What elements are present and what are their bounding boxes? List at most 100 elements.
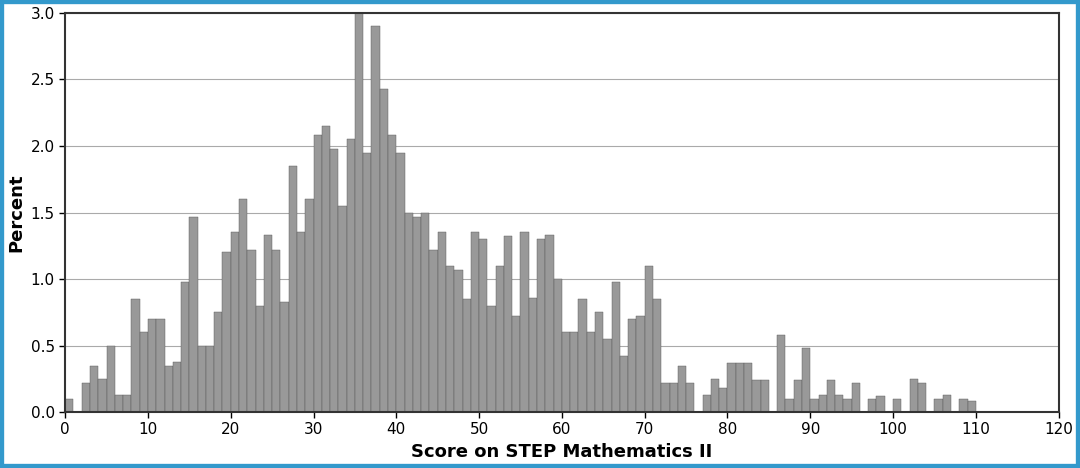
Bar xyxy=(645,266,653,412)
Bar xyxy=(65,399,73,412)
Bar xyxy=(272,250,281,412)
Bar xyxy=(819,395,827,412)
Bar xyxy=(206,345,214,412)
Bar xyxy=(164,366,173,412)
Bar xyxy=(413,217,421,412)
Bar xyxy=(198,345,206,412)
Bar xyxy=(82,383,90,412)
Bar xyxy=(802,348,810,412)
Bar xyxy=(968,402,976,412)
Bar xyxy=(306,199,313,412)
Bar xyxy=(189,217,198,412)
Bar xyxy=(487,306,496,412)
Bar xyxy=(943,395,951,412)
Bar xyxy=(670,383,678,412)
Bar xyxy=(90,366,98,412)
Bar xyxy=(256,306,264,412)
Bar xyxy=(521,233,529,412)
Bar xyxy=(496,266,504,412)
Bar xyxy=(545,235,554,412)
Bar xyxy=(222,252,231,412)
Bar xyxy=(338,206,347,412)
Bar xyxy=(611,282,620,412)
Bar xyxy=(107,345,114,412)
Bar xyxy=(363,153,372,412)
Bar xyxy=(421,212,430,412)
Bar xyxy=(636,316,645,412)
Bar xyxy=(114,395,123,412)
Bar xyxy=(313,135,322,412)
Bar xyxy=(728,363,735,412)
Bar xyxy=(405,212,413,412)
Bar xyxy=(372,26,380,412)
Bar xyxy=(586,332,595,412)
Bar xyxy=(570,332,579,412)
Bar xyxy=(760,380,769,412)
Bar xyxy=(455,270,462,412)
Bar xyxy=(98,379,107,412)
Bar xyxy=(437,233,446,412)
Bar xyxy=(330,149,338,412)
Bar xyxy=(157,319,164,412)
Bar xyxy=(430,250,437,412)
Bar xyxy=(620,356,629,412)
Bar xyxy=(355,13,363,412)
Bar xyxy=(1058,399,1067,412)
Bar xyxy=(123,395,132,412)
Bar xyxy=(173,361,181,412)
Bar xyxy=(504,236,512,412)
Bar xyxy=(678,366,686,412)
Bar xyxy=(827,380,835,412)
Bar xyxy=(753,380,760,412)
Bar xyxy=(380,89,388,412)
Bar xyxy=(719,388,728,412)
Bar xyxy=(181,282,189,412)
Bar xyxy=(579,299,586,412)
Bar xyxy=(703,395,711,412)
Bar xyxy=(778,335,785,412)
Bar xyxy=(446,266,455,412)
Bar xyxy=(264,235,272,412)
Bar xyxy=(281,302,288,412)
Bar xyxy=(288,166,297,412)
Bar xyxy=(934,399,943,412)
Bar xyxy=(918,383,927,412)
Bar xyxy=(852,383,860,412)
Bar xyxy=(529,298,537,412)
Bar xyxy=(239,199,247,412)
Bar xyxy=(604,339,611,412)
Bar xyxy=(835,395,843,412)
Bar xyxy=(785,399,794,412)
Bar xyxy=(711,379,719,412)
Bar xyxy=(868,399,877,412)
Bar xyxy=(480,239,487,412)
Bar xyxy=(653,299,661,412)
Bar xyxy=(959,399,968,412)
Bar xyxy=(810,399,819,412)
Bar xyxy=(247,250,256,412)
Bar xyxy=(843,399,852,412)
Bar xyxy=(554,279,562,412)
Bar xyxy=(629,319,636,412)
Bar xyxy=(735,363,744,412)
Bar xyxy=(297,233,306,412)
Bar xyxy=(893,399,902,412)
Bar xyxy=(512,316,521,412)
Bar xyxy=(595,312,604,412)
Y-axis label: Percent: Percent xyxy=(6,173,25,252)
Bar xyxy=(471,233,480,412)
Bar xyxy=(744,363,753,412)
Bar xyxy=(462,299,471,412)
X-axis label: Score on STEP Mathematics II: Score on STEP Mathematics II xyxy=(411,443,713,461)
Bar xyxy=(347,139,355,412)
Bar xyxy=(132,299,139,412)
Bar xyxy=(231,233,239,412)
Bar xyxy=(322,126,330,412)
Bar xyxy=(148,319,157,412)
Bar xyxy=(214,312,222,412)
Bar xyxy=(877,396,885,412)
Bar xyxy=(537,239,545,412)
Bar xyxy=(562,332,570,412)
Bar xyxy=(139,332,148,412)
Bar xyxy=(396,153,405,412)
